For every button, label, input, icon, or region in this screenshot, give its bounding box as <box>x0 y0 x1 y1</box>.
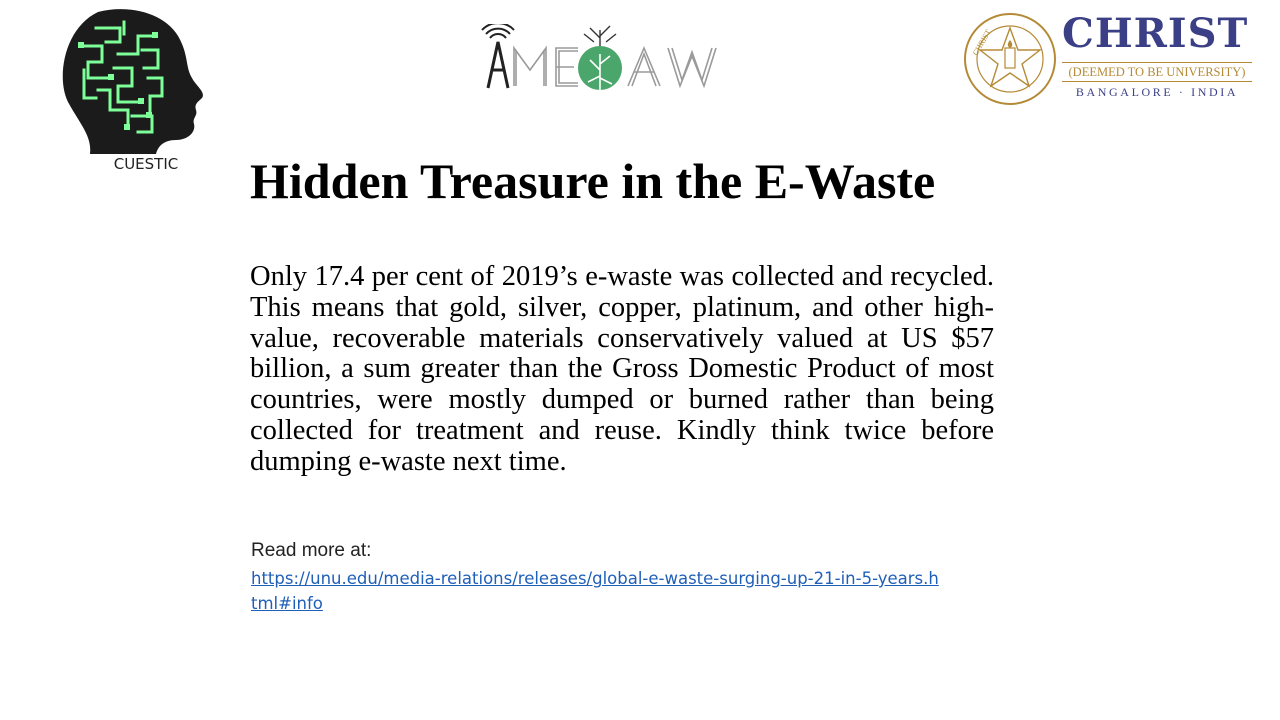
read-more-label: Read more at: <box>251 540 372 561</box>
page-title: Hidden Treasure in the E-Waste <box>250 153 936 209</box>
read-more-link[interactable]: https://unu.edu/media-relations/releases… <box>251 569 939 613</box>
christ-rule-top <box>1062 62 1252 63</box>
cuestic-logo <box>58 6 208 156</box>
body-paragraph: Only 17.4 per cent of 2019’s e-waste was… <box>250 261 994 477</box>
christ-seal-icon: CHRIST <box>963 12 1057 106</box>
christ-rule-bottom <box>1062 81 1252 82</box>
mewaw-logo <box>478 22 730 96</box>
christ-name: CHRIST <box>1062 10 1249 57</box>
christ-subtitle: (DEEMED TO BE UNIVERSITY) <box>1068 65 1246 79</box>
cuestic-label: CUESTIC <box>113 155 179 173</box>
christ-location: BANGALORE · INDIA <box>1075 85 1239 99</box>
